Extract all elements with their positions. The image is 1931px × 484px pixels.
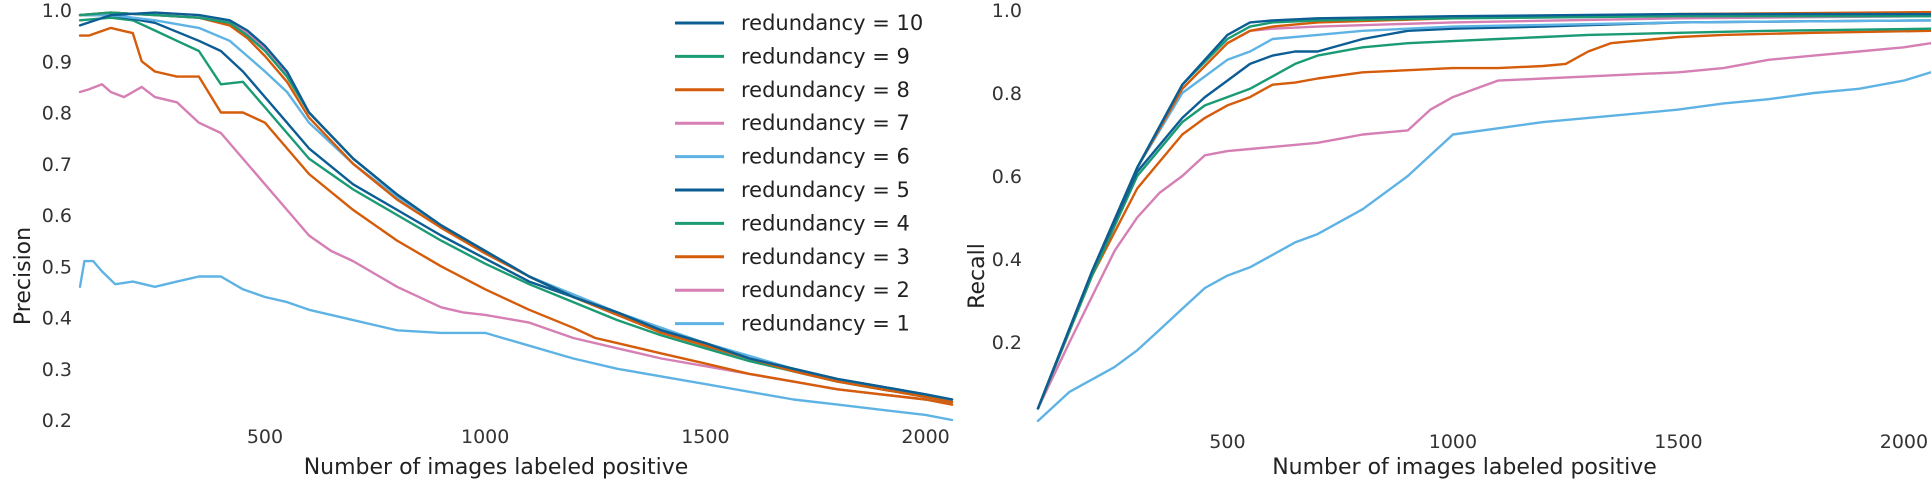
series-line-redundancy-3 (78, 26, 954, 406)
x-tick-label: 1000 (1429, 431, 1477, 453)
x-tick-label: 500 (1209, 431, 1245, 453)
y-tick-label: 0.6 (992, 166, 1022, 188)
y-tick-label: 1.0 (42, 0, 72, 22)
x-tick-label: 2000 (1880, 431, 1928, 453)
y-tick-label: 0.3 (42, 359, 72, 381)
precision-panel: 500 1000 1500 2000 0.2 0.3 0.4 0.5 0.6 0.7 0.8 0.9 1… (11, 0, 954, 480)
y-axis-label: Recall (965, 243, 990, 309)
series-line-redundancy-9 (1036, 15, 1931, 410)
series-line-redundancy-8 (78, 11, 954, 404)
y-tick-label: 0.4 (42, 308, 72, 330)
y-tick-label: 0.4 (992, 249, 1022, 271)
y-tick-label: 0.6 (42, 205, 72, 227)
x-tick-label: 1500 (1654, 431, 1702, 453)
y-tick-label: 0.7 (42, 154, 72, 176)
series-line-redundancy-7 (1036, 15, 1931, 410)
legend-entry-label: redundancy = 7 (741, 111, 910, 135)
x-tick-label: 1000 (461, 426, 509, 448)
x-axis-label: Number of images labeled positive (1272, 455, 1657, 480)
series-line-redundancy-6 (1036, 19, 1931, 410)
legend-entry-label: redundancy = 2 (741, 278, 910, 302)
y-tick-label: 0.8 (992, 83, 1022, 105)
y-tick-label: 0.2 (42, 410, 72, 432)
y-tick-label: 0.2 (992, 332, 1022, 354)
y-tick-label: 1.0 (992, 0, 1022, 22)
legend: redundancy = 10 redundancy = 9 redundancy … (675, 11, 923, 336)
series-line-redundancy-3 (1036, 29, 1931, 410)
x-tick-label: 2000 (901, 426, 949, 448)
recall-panel: 500 1000 1500 2000 0.2 0.4 0.6 0.8 1.0 Number of … (965, 0, 1931, 480)
series-line-redundancy-2 (1036, 42, 1931, 410)
x-tick-label: 500 (247, 426, 283, 448)
legend-entry-label: redundancy = 9 (741, 44, 910, 68)
legend-entry-label: redundancy = 5 (741, 178, 910, 202)
series-line-redundancy-4 (1036, 27, 1931, 410)
legend-entry-label: redundancy = 1 (741, 312, 910, 336)
y-axis-label: Precision (11, 227, 36, 325)
series-line-redundancy-10 (78, 11, 954, 401)
legend-entry-label: redundancy = 3 (741, 245, 910, 269)
x-tick-label: 1500 (681, 426, 729, 448)
y-tick-label: 0.5 (42, 256, 72, 278)
y-tick-label: 0.8 (42, 103, 72, 125)
x-axis-label: Number of images labeled positive (304, 455, 689, 480)
series-line-redundancy-5 (1036, 19, 1931, 410)
legend-entry-label: redundancy = 8 (741, 78, 910, 102)
series-line-redundancy-4 (78, 16, 954, 404)
y-tick-label: 0.9 (42, 51, 72, 73)
series-line-redundancy-1 (78, 259, 954, 422)
legend-entry-label: redundancy = 10 (741, 11, 923, 35)
legend-entry-label: redundancy = 4 (741, 211, 910, 235)
series-line-redundancy-8 (1036, 10, 1931, 410)
series-line-redundancy-1 (1036, 71, 1931, 423)
legend-entry-label: redundancy = 6 (741, 145, 910, 169)
series-line-redundancy-10 (1036, 12, 1931, 410)
